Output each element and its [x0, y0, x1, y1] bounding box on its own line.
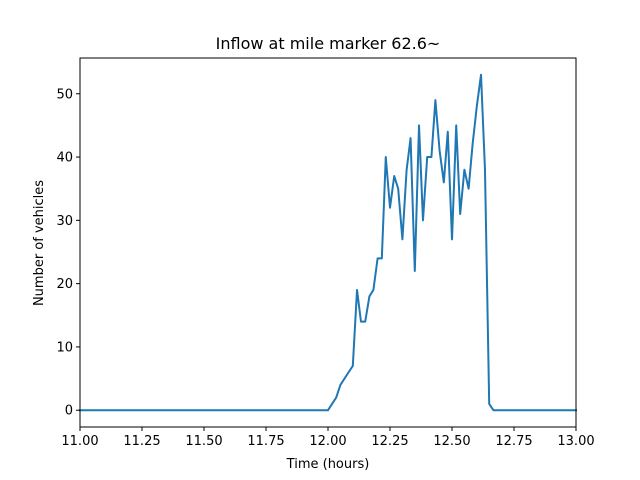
y-tick-label-3: 30 [56, 214, 73, 229]
series-line-0 [79, 73, 577, 412]
x-tick-label-2: 11.50 [185, 434, 222, 449]
y-tick-label-2: 20 [56, 277, 73, 292]
y-tick-label-1: 10 [56, 340, 73, 355]
y-tick-label-0: 0 [65, 404, 73, 419]
x-tick-label-3: 11.75 [247, 434, 284, 449]
chart-title: Inflow at mile marker 62.6~ [216, 34, 441, 53]
x-tick-label-1: 11.25 [123, 434, 160, 449]
y-tick-label-4: 40 [56, 151, 73, 166]
y-tick-label-5: 50 [56, 87, 73, 102]
x-tick-label-0: 11.00 [61, 434, 98, 449]
x-tick-label-5: 12.25 [371, 434, 408, 449]
x-tick-label-4: 12.00 [309, 434, 346, 449]
x-tick-label-8: 13.00 [557, 434, 594, 449]
x-tick-label-6: 12.50 [433, 434, 470, 449]
x-tick-label-7: 12.75 [495, 434, 532, 449]
plot-area: 11.00 11.25 11.50 11.75 12.00 12.25 12.50 12.75… [56, 57, 595, 449]
y-axis-label: Number of vehicles [32, 180, 47, 306]
x-axis-label: Time (hours) [286, 457, 370, 472]
